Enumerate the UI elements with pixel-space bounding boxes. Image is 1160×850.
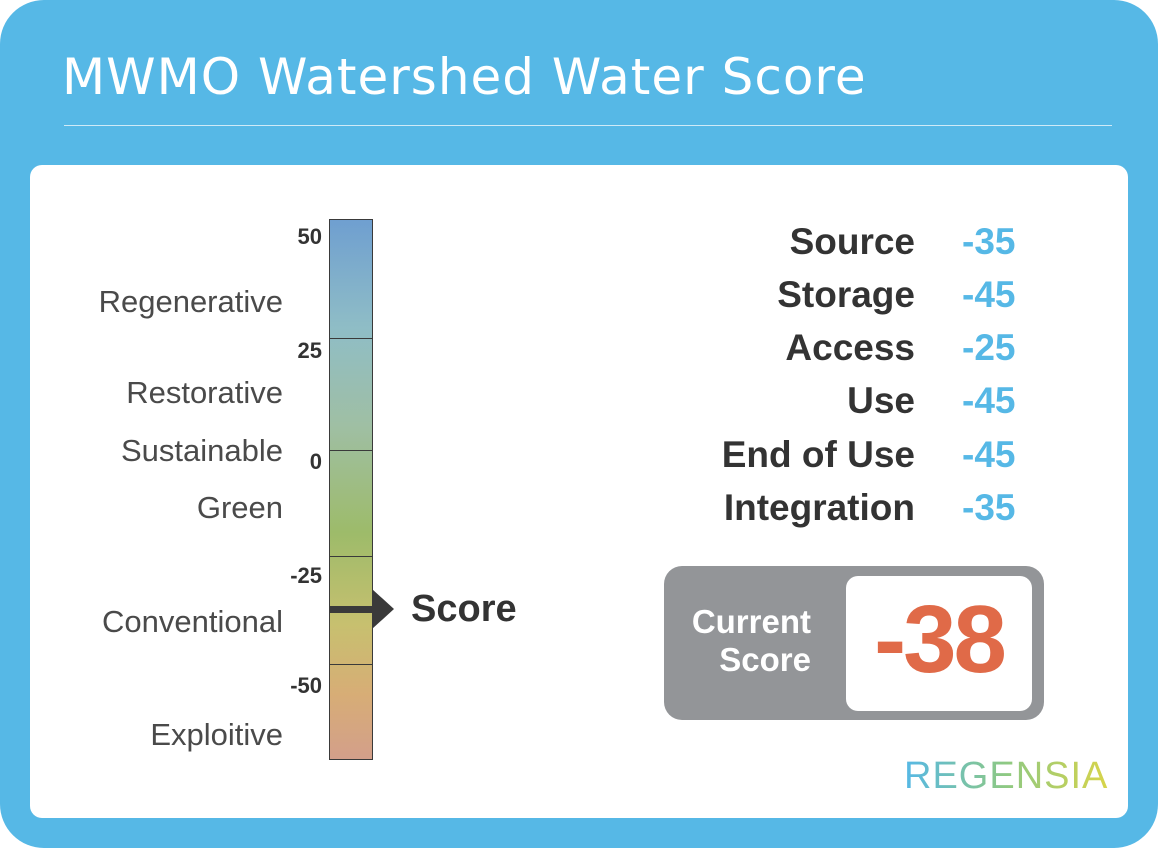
metric-name-use: Use bbox=[847, 380, 915, 421]
tick-label-minus-50: -50 bbox=[290, 673, 322, 698]
tick-line-minus-50 bbox=[330, 664, 372, 665]
metric-value-source: -35 bbox=[962, 221, 1016, 262]
current-score-value: -38 bbox=[874, 586, 1007, 693]
tick-label-minus-25: -25 bbox=[290, 563, 322, 588]
page-title: MWMO Watershed Water Score bbox=[62, 48, 867, 106]
level-restorative: Restorative bbox=[126, 375, 283, 410]
metric-name-storage: Storage bbox=[777, 274, 915, 315]
tick-label-25: 25 bbox=[297, 338, 322, 363]
level-conventional: Conventional bbox=[102, 604, 283, 639]
metric-value-end-of-use: -45 bbox=[962, 434, 1016, 475]
title-divider bbox=[64, 125, 1112, 126]
metric-name-integration: Integration bbox=[723, 487, 915, 528]
metric-name-access: Access bbox=[785, 327, 915, 368]
metric-name-end-of-use: End of Use bbox=[721, 434, 915, 475]
metric-value-access: -25 bbox=[962, 327, 1016, 368]
level-exploitive: Exploitive bbox=[150, 717, 283, 752]
tick-line-minus-25 bbox=[330, 556, 372, 557]
score-scale-bar bbox=[329, 219, 373, 760]
current-score-caption-line2: Score bbox=[719, 641, 811, 678]
level-green: Green bbox=[196, 490, 283, 525]
current-score-caption: Current Score bbox=[676, 603, 811, 679]
score-marker-arrow-icon bbox=[372, 589, 394, 629]
tick-label-0: 0 bbox=[309, 449, 322, 474]
score-marker-shaft bbox=[329, 606, 375, 613]
current-score-value-card bbox=[846, 576, 1032, 711]
tick-line-25 bbox=[330, 338, 372, 339]
regensia-logo: REGENSIA bbox=[904, 755, 1109, 797]
level-regenerative: Regenerative bbox=[98, 284, 283, 319]
metric-value-integration: -35 bbox=[962, 487, 1016, 528]
level-sustainable: Sustainable bbox=[120, 433, 283, 468]
metric-value-use: -45 bbox=[962, 380, 1016, 421]
metric-name-source: Source bbox=[789, 221, 915, 262]
current-score-caption-line1: Current bbox=[691, 603, 811, 640]
score-marker-label: Score bbox=[411, 588, 517, 630]
tick-line-0 bbox=[330, 450, 372, 451]
tick-label-50: 50 bbox=[297, 224, 322, 249]
metric-value-storage: -45 bbox=[962, 274, 1016, 315]
